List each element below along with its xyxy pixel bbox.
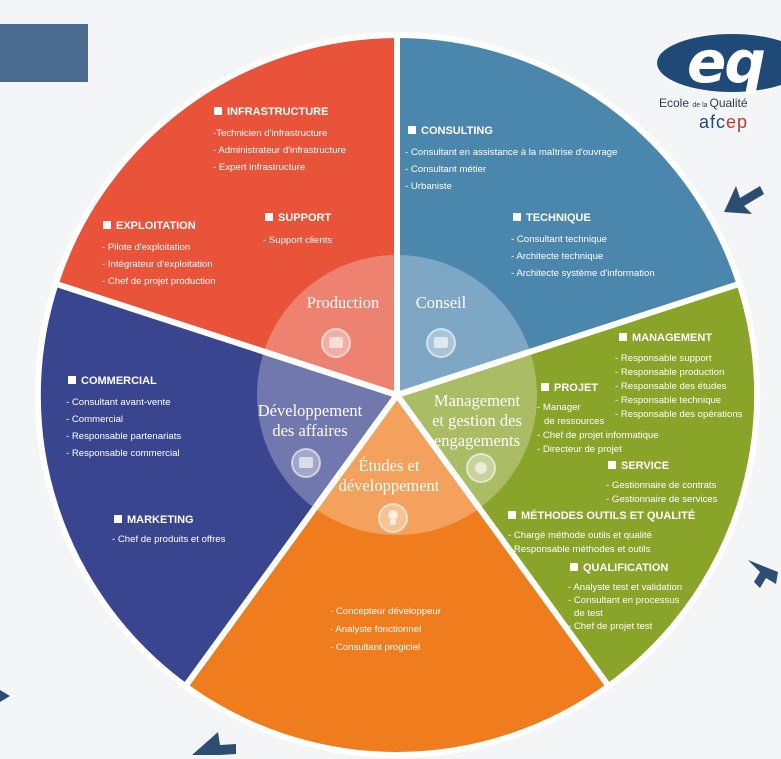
- item-qualification-2: - Consultant en processus: [568, 595, 680, 606]
- item-service-1: - Gestionnaire de contrats: [606, 480, 717, 491]
- bullet-methodes: [508, 511, 516, 519]
- bullet-technique: [513, 213, 521, 221]
- center-label-etudes-2: développement: [339, 476, 440, 495]
- center-label-conseil: Conseil: [416, 293, 467, 312]
- bullet-consulting: [408, 126, 416, 134]
- item-management-1: - Responsable support: [615, 353, 712, 364]
- etudes-icon: [378, 503, 408, 533]
- item-technique-3: - Architecte système d'information: [511, 268, 655, 279]
- center-label-management-2: et gestion des: [432, 411, 522, 430]
- center-label-management-3: engagements: [434, 431, 520, 450]
- center-label-management-1: Management: [434, 391, 521, 410]
- item-management-4: - Responsable technique: [615, 395, 721, 406]
- item-projet-4: - Directeur de projet: [537, 444, 622, 455]
- arrow-icon-bottom: [192, 732, 236, 755]
- section-title-methodes: MÉTHODES OUTILS ET QUALITÉ: [521, 509, 695, 522]
- bullet-service: [608, 461, 616, 469]
- section-title-service: SERVICE: [621, 460, 669, 472]
- item-infrastructure-2: - Administrateur d'infrastructure: [213, 145, 346, 156]
- item-technique-1: - Consultant technique: [511, 234, 607, 245]
- item-infrastructure-3: - Expert infrastructure: [213, 162, 305, 173]
- item-etudes-3: - Consultant progiciel: [330, 642, 420, 653]
- item-qualification-1: - Analyste test et validation: [568, 582, 682, 593]
- item-exploitation-3: - Chef de projet production: [102, 276, 216, 287]
- logo-mark: eq: [687, 28, 766, 96]
- inner-dividers: [262, 255, 532, 511]
- bullet-infrastructure: [214, 107, 222, 115]
- bullet-qualification: [570, 563, 578, 571]
- item-consulting-1: - Consultant en assistance à la maîtrise…: [405, 147, 617, 158]
- item-commercial-1: - Consultant avant-vente: [66, 397, 171, 408]
- item-technique-2: - Architecte technique: [511, 251, 603, 262]
- item-marketing-1: - Chef de produits et offres: [112, 534, 226, 545]
- section-title-consulting: CONSULTING: [421, 125, 493, 137]
- section-title-qualification: QUALIFICATION: [583, 562, 668, 574]
- section-title-support: SUPPORT: [278, 212, 331, 224]
- sector-developpement: [34, 280, 402, 691]
- item-consulting-3: - Urbaniste: [405, 181, 452, 192]
- item-projet-2: de ressources: [544, 416, 604, 427]
- logo-oval: [657, 34, 781, 92]
- arrow-icon-left: [0, 690, 10, 702]
- center-label-etudes-1: Études et: [359, 456, 420, 475]
- bullet-projet: [541, 383, 549, 391]
- item-etudes-1: - Concepteur développeur: [330, 606, 442, 617]
- developpement-icon: [291, 448, 321, 478]
- item-management-2: - Responsable production: [615, 367, 724, 378]
- item-projet-3: - Chef de projet informatique: [537, 430, 659, 441]
- sector-management: [392, 280, 761, 691]
- sector-etudes: [181, 389, 613, 758]
- bullet-commercial: [68, 376, 76, 384]
- item-commercial-2: - Commercial: [66, 414, 123, 425]
- section-title-infrastructure: INFRASTRUCTURE: [227, 106, 328, 118]
- item-qualification-4: - Chef de projet test: [568, 621, 653, 632]
- item-support-1: - Support clients: [263, 235, 333, 246]
- section-title-commercial: COMMERCIAL: [81, 375, 157, 387]
- header-blue-block: [0, 24, 88, 82]
- item-methodes-1: - Chargé méthode outils et qualité: [508, 530, 652, 541]
- item-qualification-3: de test: [574, 608, 603, 619]
- item-exploitation-1: - Pilote d'exploitation: [102, 242, 190, 253]
- center-label-production: Production: [307, 293, 379, 312]
- item-management-3: - Responsable des études: [615, 381, 727, 392]
- arrow-icon-right: [748, 560, 778, 588]
- item-commercial-4: - Responsable commercial: [66, 448, 180, 459]
- section-title-marketing: MARKETING: [127, 514, 194, 526]
- bullet-management: [619, 333, 627, 341]
- bullet-support: [265, 213, 273, 221]
- conseil-icon: [426, 328, 456, 358]
- production-icon: [321, 328, 351, 358]
- bullet-marketing: [114, 515, 122, 523]
- item-infrastructure-1: -Technicien d'infrastructure: [213, 128, 327, 139]
- arrow-icons: [0, 186, 778, 755]
- item-commercial-3: - Responsable partenariats: [66, 431, 181, 442]
- sector-production: [51, 31, 400, 400]
- item-management-5: - Responsable des opérations: [615, 409, 743, 420]
- item-projet-1: - Manager: [537, 402, 582, 413]
- center-label-developpement-2: des affaires: [272, 421, 347, 440]
- section-title-management: MANAGEMENT: [632, 332, 712, 344]
- logo-school-name: Ecole de la Qualité: [659, 96, 748, 110]
- section-title-exploitation: EXPLOITATION: [116, 220, 196, 232]
- arrow-icon-top-right: [724, 186, 764, 214]
- sector-conseil: [394, 31, 744, 400]
- section-title-projet: PROJET: [554, 382, 598, 394]
- item-methodes-2: - Responsable méthodes et outils: [508, 544, 651, 555]
- item-consulting-2: - Consultant métier: [405, 164, 487, 175]
- section-title-technique: TECHNIQUE: [526, 212, 591, 224]
- item-service-2: - Gestionnaire de services: [606, 494, 718, 505]
- item-etudes-2: - Analyste fonctionnel: [330, 624, 421, 635]
- center-label-developpement-1: Développement: [258, 401, 363, 420]
- school-logo: eq Ecole de la Qualité afcep: [651, 20, 781, 132]
- logo-afcepf: afcep: [699, 112, 749, 132]
- management-icon: [466, 453, 496, 483]
- bullet-exploitation: [103, 221, 111, 229]
- item-exploitation-2: - Intégrateur d'exploitation: [102, 259, 213, 270]
